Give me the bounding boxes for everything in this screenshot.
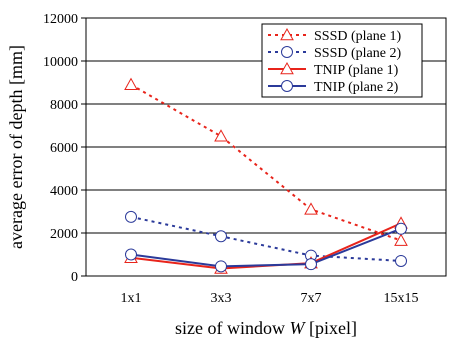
y-tick-label: 0 bbox=[71, 270, 78, 285]
legend-label: SSSD (plane 1) bbox=[314, 29, 401, 44]
data-point-circle bbox=[396, 255, 407, 266]
data-point-circle bbox=[396, 223, 407, 234]
x-axis-title: size of window W [pixel] bbox=[175, 318, 357, 338]
x-tick-label: 15x15 bbox=[384, 291, 419, 306]
x-tick-label: 1x1 bbox=[121, 291, 142, 306]
y-tick-label: 8000 bbox=[50, 98, 78, 113]
data-point-circle bbox=[282, 47, 293, 58]
x-tick-label: 3x3 bbox=[211, 291, 232, 306]
legend-label: TNIP (plane 1) bbox=[314, 63, 399, 78]
y-tick-label: 4000 bbox=[50, 184, 78, 199]
y-tick-label: 2000 bbox=[50, 227, 78, 242]
legend: SSSD (plane 1) SSSD (plane 2) TNIP (plane … bbox=[262, 24, 422, 97]
data-point-circle bbox=[282, 81, 293, 92]
y-tick-label: 6000 bbox=[50, 141, 78, 156]
y-tick-label: 10000 bbox=[43, 55, 78, 70]
data-point-circle bbox=[126, 211, 137, 222]
y-tick-label: 12000 bbox=[43, 12, 78, 27]
y-axis-ticks: 0 2000 4000 6000 8000 10000 12000 bbox=[43, 12, 86, 285]
data-point-circle bbox=[216, 261, 227, 272]
x-axis-ticks: 1x1 3x3 7x7 15x15 bbox=[121, 291, 419, 306]
x-axis-title-after: [pixel] bbox=[305, 318, 357, 338]
y-axis-title: average error of depth [mm] bbox=[6, 45, 26, 249]
data-point-circle bbox=[306, 259, 317, 270]
data-point-circle bbox=[216, 231, 227, 242]
legend-label: TNIP (plane 2) bbox=[314, 80, 399, 95]
data-point-circle bbox=[126, 249, 137, 260]
x-tick-label: 7x7 bbox=[301, 291, 322, 306]
legend-label: SSSD (plane 2) bbox=[314, 46, 401, 61]
x-axis-title-before: size of window bbox=[175, 318, 289, 338]
